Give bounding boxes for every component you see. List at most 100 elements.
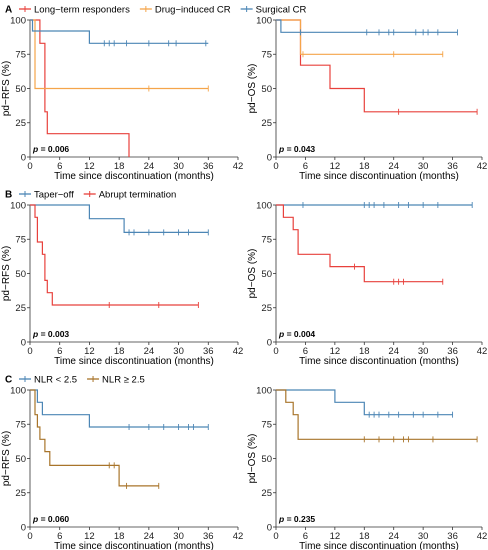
x-tick-label: 12 bbox=[330, 531, 341, 542]
x-tick-label: 36 bbox=[203, 531, 214, 542]
panel-1: 0 25 50 75 100 0 6 12 18 24 30 36 42 Time since disco… bbox=[1, 5, 306, 183]
x-tick-label: 0 bbox=[27, 346, 32, 357]
y-tick-label: 75 bbox=[261, 420, 272, 431]
x-tick-label: 6 bbox=[57, 531, 62, 542]
legend-label: Abrupt termination bbox=[99, 190, 177, 201]
x-tick-label: 30 bbox=[418, 531, 429, 542]
y-tick-label: 0 bbox=[267, 522, 272, 533]
x-tick-label: 0 bbox=[27, 531, 32, 542]
x-axis-title: Time since discontinuation (months) bbox=[299, 356, 459, 367]
x-tick-label: 30 bbox=[418, 161, 429, 172]
p-value: p = 0.004 bbox=[278, 329, 315, 339]
x-axis-title: Time since discontinuation (months) bbox=[54, 541, 214, 550]
legend-item: Drug−induced CR bbox=[139, 5, 231, 16]
y-tick-label: 100 bbox=[256, 200, 272, 211]
km-curve bbox=[30, 389, 209, 428]
km-curve bbox=[30, 389, 159, 487]
x-tick-label: 42 bbox=[233, 531, 244, 542]
km-curve bbox=[30, 19, 209, 44]
x-tick-label: 42 bbox=[233, 346, 244, 357]
legend-label: NLR ≥ 2.5 bbox=[102, 375, 145, 386]
x-tick-label: 30 bbox=[173, 531, 184, 542]
y-tick-label: 0 bbox=[21, 522, 26, 533]
legend-item: Surgical CR bbox=[240, 5, 306, 16]
x-tick-label: 18 bbox=[114, 346, 125, 357]
p-value-symbol: p bbox=[32, 514, 38, 524]
legend-item: Long−term responders bbox=[19, 5, 130, 16]
x-tick-label: 42 bbox=[477, 161, 488, 172]
y-tick-label: 100 bbox=[256, 385, 272, 396]
y-axis-title: pd−OS (%) bbox=[247, 434, 258, 484]
p-value: p = 0.060 bbox=[32, 514, 69, 524]
y-tick-label: 75 bbox=[261, 235, 272, 246]
x-tick-label: 0 bbox=[273, 346, 278, 357]
y-tick-label: 0 bbox=[267, 152, 272, 163]
panel-2: 0 25 50 75 100 0 6 12 18 24 30 36 42 Time since disco… bbox=[247, 15, 487, 182]
x-tick-label: 18 bbox=[114, 531, 125, 542]
x-tick-label: 12 bbox=[330, 346, 341, 357]
p-value-number: = 0.235 bbox=[284, 514, 315, 524]
panel-4: 0 25 50 75 100 0 6 12 18 24 30 36 42 Time since disco… bbox=[247, 200, 487, 367]
panel-letter: C bbox=[5, 375, 12, 386]
y-tick-label: 100 bbox=[256, 15, 272, 26]
legend-label: NLR < 2.5 bbox=[34, 375, 77, 386]
x-tick-label: 12 bbox=[84, 531, 95, 542]
y-tick-label: 50 bbox=[15, 454, 26, 465]
panel-3: 0 25 50 75 100 0 6 12 18 24 30 36 42 Time since disco… bbox=[1, 190, 243, 368]
p-value-number: = 0.060 bbox=[38, 514, 69, 524]
y-tick-label: 25 bbox=[261, 303, 272, 314]
x-tick-label: 42 bbox=[477, 346, 488, 357]
legend-item: NLR ≥ 2.5 bbox=[87, 375, 145, 386]
km-curve bbox=[30, 19, 130, 157]
legend-item: Taper−off bbox=[19, 190, 74, 201]
y-tick-label: 25 bbox=[15, 118, 26, 129]
x-tick-label: 30 bbox=[418, 346, 429, 357]
p-value: p = 0.043 bbox=[278, 144, 315, 154]
y-tick-label: 50 bbox=[15, 84, 26, 95]
x-axis-title: Time since discontinuation (months) bbox=[54, 171, 214, 182]
y-axis-title: pd−RFS (%) bbox=[1, 431, 12, 486]
x-tick-label: 6 bbox=[57, 161, 62, 172]
p-value-symbol: p bbox=[32, 329, 38, 339]
panel-letter: B bbox=[5, 190, 12, 201]
y-tick-label: 25 bbox=[15, 488, 26, 499]
p-value-number: = 0.004 bbox=[284, 329, 315, 339]
y-tick-label: 50 bbox=[15, 269, 26, 280]
p-value: p = 0.235 bbox=[278, 514, 315, 524]
km-curve bbox=[276, 204, 443, 283]
y-tick-label: 25 bbox=[261, 118, 272, 129]
x-tick-label: 6 bbox=[303, 161, 308, 172]
x-tick-label: 12 bbox=[84, 161, 95, 172]
y-axis-title: pd−OS (%) bbox=[247, 64, 258, 114]
x-tick-label: 36 bbox=[203, 346, 214, 357]
x-tick-label: 6 bbox=[303, 531, 308, 542]
y-tick-label: 75 bbox=[15, 235, 26, 246]
p-value-number: = 0.003 bbox=[38, 329, 69, 339]
km-curve bbox=[276, 389, 478, 440]
y-tick-label: 0 bbox=[267, 337, 272, 348]
x-tick-label: 30 bbox=[173, 346, 184, 357]
x-tick-label: 0 bbox=[273, 531, 278, 542]
y-tick-label: 0 bbox=[21, 337, 26, 348]
panel-5: 0 25 50 75 100 0 6 12 18 24 30 36 42 Time since disco… bbox=[1, 375, 243, 550]
y-tick-label: 25 bbox=[15, 303, 26, 314]
x-tick-label: 12 bbox=[84, 346, 95, 357]
p-value-symbol: p bbox=[32, 144, 38, 154]
x-tick-label: 24 bbox=[388, 161, 399, 172]
p-value-number: = 0.043 bbox=[284, 144, 315, 154]
y-tick-label: 100 bbox=[10, 15, 26, 26]
y-tick-label: 50 bbox=[261, 269, 272, 280]
x-tick-label: 36 bbox=[447, 161, 458, 172]
x-tick-label: 6 bbox=[303, 346, 308, 357]
x-tick-label: 6 bbox=[57, 346, 62, 357]
x-axis-title: Time since discontinuation (months) bbox=[54, 356, 214, 367]
y-axis-title: pd−OS (%) bbox=[247, 249, 258, 299]
x-tick-label: 24 bbox=[144, 161, 155, 172]
p-value-number: = 0.006 bbox=[38, 144, 69, 154]
x-tick-label: 18 bbox=[359, 346, 370, 357]
legend-label: Long−term responders bbox=[34, 5, 130, 16]
y-tick-label: 75 bbox=[15, 50, 26, 61]
x-tick-label: 18 bbox=[359, 531, 370, 542]
km-curve bbox=[276, 389, 453, 416]
